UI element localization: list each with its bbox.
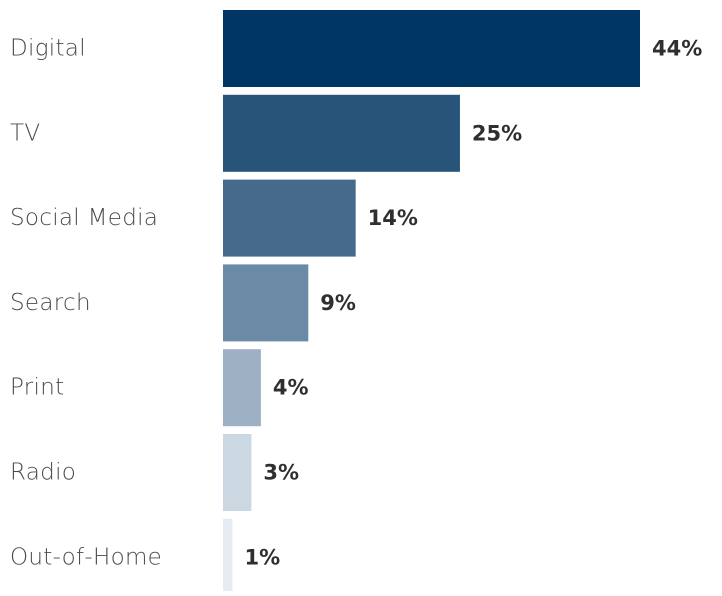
- bar-tv: [223, 94, 460, 172]
- bar-social-media: [223, 179, 356, 257]
- category-label-print: Print: [10, 375, 64, 401]
- value-label-print: 4%: [273, 376, 309, 400]
- category-label-tv: TV: [10, 120, 40, 146]
- value-label-search: 9%: [320, 291, 356, 315]
- value-label-social-media: 14%: [368, 206, 418, 230]
- bar-search: [223, 264, 309, 342]
- value-label-tv: 25%: [472, 121, 522, 145]
- category-labels: Digital TV Social Media Search Print Radio Out…: [10, 36, 162, 571]
- value-label-radio: 3%: [263, 461, 299, 485]
- bars-layer: [223, 10, 640, 596]
- value-label-digital: 44%: [652, 37, 702, 61]
- category-label-digital: Digital: [10, 36, 86, 62]
- category-label-radio: Radio: [10, 460, 76, 486]
- bar-digital: [223, 10, 640, 87]
- value-labels: 44% 25% 14% 9% 4% 3% 1%: [244, 37, 702, 570]
- bar-radio: [223, 434, 252, 511]
- value-label-out-of-home: 1%: [244, 545, 280, 569]
- bar-print: [223, 349, 261, 427]
- category-label-out-of-home: Out-of-Home: [10, 544, 162, 570]
- bar-out-of-home: [223, 518, 233, 596]
- category-label-social-media: Social Media: [10, 205, 158, 231]
- category-label-search: Search: [10, 290, 91, 316]
